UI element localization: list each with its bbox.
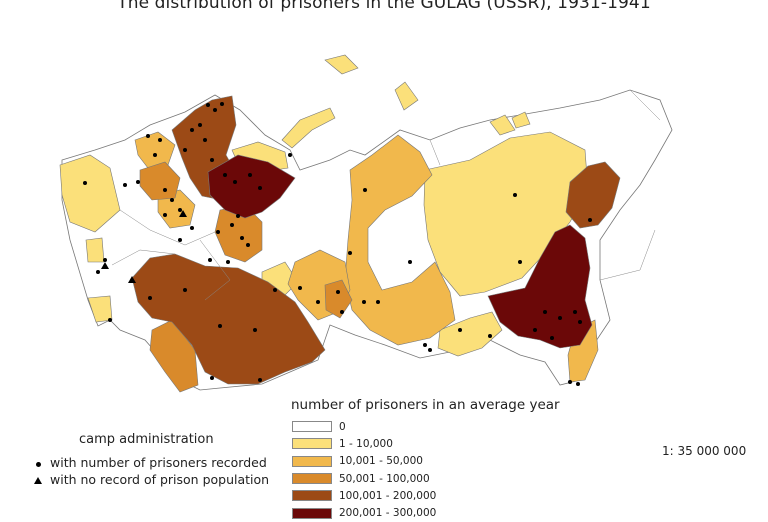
region-karelia-west <box>59 154 121 233</box>
legend-swatch <box>292 473 332 485</box>
legend-swatch <box>292 490 332 502</box>
region-volga <box>139 161 181 201</box>
legend-classes: 0 1 - 10,000 10,001 - 50,000 50,001 - 10… <box>292 418 436 522</box>
legend-class-label: 1 - 10,000 <box>339 437 393 450</box>
legend-class-label: 200,001 - 300,000 <box>339 507 437 520</box>
camp-legend-label: with number of prisoners recorded <box>50 455 267 470</box>
legend-swatch <box>292 438 332 450</box>
legend-swatch <box>292 455 332 467</box>
legend-class: 200,001 - 300,000 <box>292 504 436 521</box>
novaya-zemlya <box>281 107 336 149</box>
legend-class-label: 100,001 - 200,000 <box>339 489 437 502</box>
arctic-island <box>324 54 359 75</box>
camp-legend-item: with number of prisoners recorded <box>31 454 269 471</box>
region-dalstroy <box>487 224 593 349</box>
camp-legend: with number of prisoners recorded with n… <box>31 454 269 488</box>
region-southeast-yellow <box>437 311 503 357</box>
legend-class: 0 <box>292 418 436 435</box>
region-boundaries <box>111 89 661 301</box>
region-northwest-b <box>157 189 196 229</box>
legend-swatch <box>292 507 332 519</box>
region-small-yellow <box>85 237 105 263</box>
dot-icon <box>35 462 41 467</box>
camp-legend-item: with no record of prison population <box>31 471 269 488</box>
legend-class: 10,001 - 50,000 <box>292 453 436 470</box>
legend-swatch <box>292 421 332 433</box>
legend-class-label: 50,001 - 100,000 <box>339 472 430 485</box>
map-title: The distribution of prisoners in the GUL… <box>117 0 651 13</box>
map-scale: 1: 35 000 000 <box>662 444 747 458</box>
legend-class-label: 10,001 - 50,000 <box>339 455 423 468</box>
arctic-island <box>489 114 516 136</box>
legend-title: number of prisoners in an average year <box>291 397 560 413</box>
legend-class: 1 - 10,000 <box>292 435 436 452</box>
arctic-island <box>511 111 531 129</box>
camp-dots <box>83 102 592 386</box>
region-far-east-north <box>565 161 621 229</box>
region-novosibirsk <box>324 279 353 319</box>
region-komi <box>207 154 296 219</box>
region-small-yellow <box>87 295 113 323</box>
region-kazakhstan <box>131 253 326 385</box>
triangle-icon <box>34 477 42 484</box>
arctic-island <box>394 81 419 111</box>
legend-class: 100,001 - 200,000 <box>292 487 436 504</box>
legend-class: 50,001 - 100,000 <box>292 470 436 487</box>
legend-class-label: 0 <box>339 420 346 433</box>
camp-triangles <box>101 210 187 283</box>
camp-legend-title: camp administration <box>79 432 214 447</box>
camp-legend-label: with no record of prison population <box>50 472 270 487</box>
